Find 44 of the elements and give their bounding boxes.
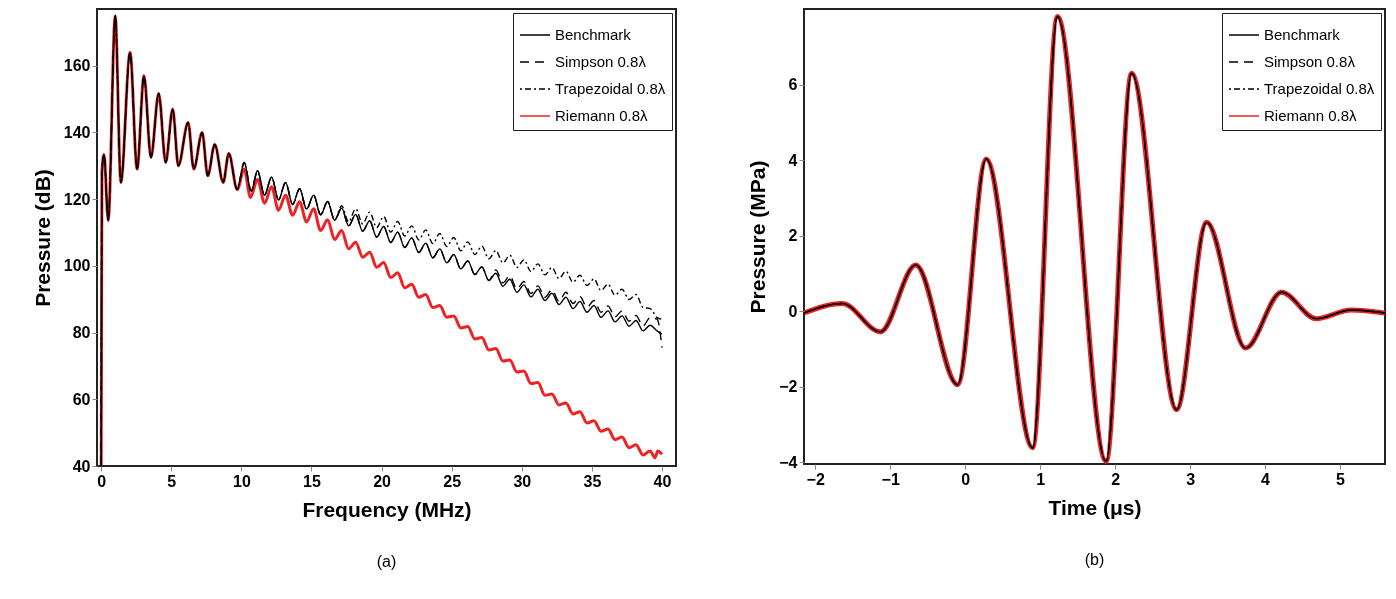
x-tick-label: 1: [1036, 470, 1046, 488]
y-tick-label: 140: [63, 123, 91, 141]
x-tick-label: 0: [97, 472, 107, 490]
text: (b): [1084, 551, 1105, 568]
x-tick-label: 4: [1261, 470, 1271, 488]
x-tick-label: 5: [167, 472, 177, 490]
x-tick-label: 2: [1111, 470, 1121, 488]
x-tick-label: 15: [303, 472, 321, 490]
text: (a): [376, 553, 397, 570]
legend-label: Benchmark: [555, 26, 632, 43]
y-tick-label: 40: [72, 457, 91, 475]
y-tick-label: 100: [63, 257, 91, 275]
x-axis-title: Time (μs): [1048, 495, 1142, 519]
y-tick-label: 60: [72, 390, 91, 408]
legend-label: Riemann 0.8λ: [555, 107, 649, 124]
x-tick-label: 5: [1336, 470, 1346, 488]
legend-label: Benchmark: [1264, 26, 1341, 43]
x-tick-label: 10: [233, 472, 251, 490]
x-tick-label: 25: [443, 472, 462, 490]
y-tick-label: 80: [72, 324, 91, 342]
legend-label: Simpson 0.8λ: [555, 53, 647, 70]
y-tick-label: 4: [788, 151, 798, 169]
legend-label: Trapezoidal 0.8λ: [1264, 80, 1375, 97]
x-tick-label: 30: [513, 472, 532, 490]
x-tick-label: −1: [881, 470, 900, 488]
y-axis-title: Pressure (MPa): [746, 160, 770, 314]
legend-label: Riemann 0.8λ: [1264, 107, 1358, 124]
x-tick-label: 20: [373, 472, 392, 490]
y-tick-label: 2: [788, 227, 798, 245]
y-axis-title: Pressure (dB): [30, 169, 54, 307]
x-tick-label: 0: [961, 470, 971, 488]
legend-label: Trapezoidal 0.8λ: [555, 80, 666, 97]
legend-label: Simpson 0.8λ: [1264, 53, 1356, 70]
y-tick-label: −4: [779, 453, 798, 471]
y-tick-label: 0: [788, 302, 798, 320]
x-tick-label: −2: [806, 470, 825, 488]
y-tick-label: 160: [63, 57, 91, 75]
x-tick-label: 35: [583, 472, 602, 490]
x-axis-title: Frequency (MHz): [302, 497, 472, 521]
x-tick-label: 3: [1186, 470, 1196, 488]
y-tick-label: 6: [788, 76, 798, 94]
y-tick-label: −2: [779, 378, 798, 396]
x-tick-label: 40: [653, 472, 672, 490]
y-tick-label: 120: [63, 190, 91, 208]
